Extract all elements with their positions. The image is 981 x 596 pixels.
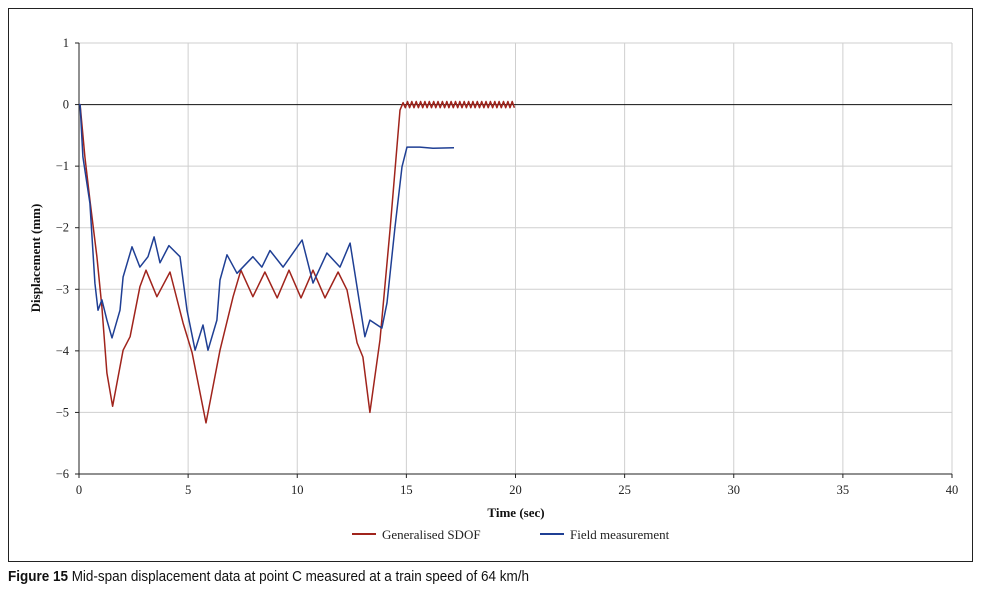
x-tick-label: 10 [291,483,304,497]
x-tick-label: 15 [400,483,413,497]
y-tick-label: −6 [56,467,69,481]
y-tick-label: 1 [63,36,69,50]
figure-number: Figure 15 [8,569,68,585]
chart-frame [8,8,973,562]
series-line-generalised-sdof [79,100,516,424]
x-tick-label: 0 [76,483,82,497]
x-tick-label: 35 [837,483,850,497]
y-tick-label: −5 [56,405,69,419]
y-axis-title: Displacement (mm) [28,204,43,313]
x-axis-title: Time (sec) [487,505,544,520]
figure-caption: Figure 15 Mid-span displacement data at … [8,569,529,585]
series-line-field-measurement [79,103,455,351]
y-tick-label: −1 [56,159,69,173]
series-lines [79,100,516,424]
y-tick-labels: 1 0 −1 −2 −3 −4 −5 −6 [56,36,70,481]
y-tick-label: −2 [56,221,69,235]
x-tick-label: 20 [509,483,522,497]
x-tick-label: 40 [946,483,959,497]
y-tick-label: −3 [56,282,69,296]
legend-label-field-measurement: Field measurement [570,527,670,542]
legend-label-generalised-sdof: Generalised SDOF [382,527,481,542]
x-tick-label: 25 [618,483,631,497]
caption-text: Mid-span displacement data at point C me… [67,569,529,585]
x-tick-labels: 0 5 10 15 20 25 30 35 40 [76,483,958,497]
gridlines [79,42,953,475]
legend: Generalised SDOF Field measurement [352,527,670,542]
axes [75,42,953,478]
y-tick-label: −4 [56,344,70,358]
x-tick-label: 30 [728,483,741,497]
y-tick-label: 0 [63,98,69,112]
x-tick-label: 5 [185,483,191,497]
